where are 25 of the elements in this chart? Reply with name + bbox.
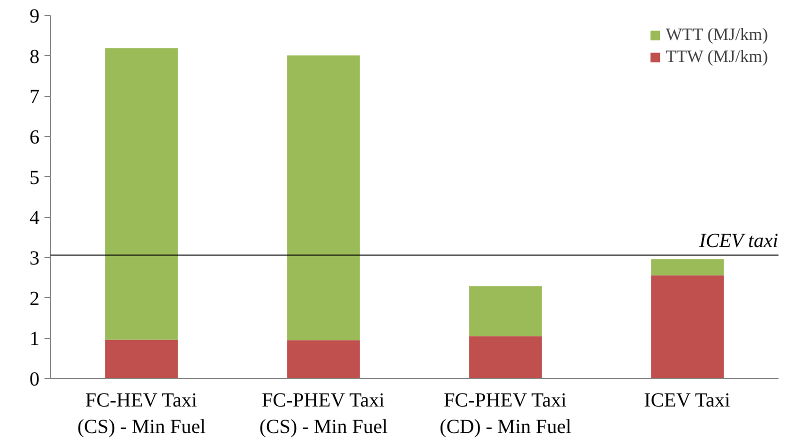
bar (651, 259, 724, 276)
y-tick-label: 7 (30, 86, 40, 108)
y-tick-label: 8 (30, 46, 40, 68)
x-tick-label: FC-HEV Taxi (CS) - Min Fuel (77, 390, 206, 438)
x-tick-label: FC-PHEV Taxi (CD) - Min Fuel (440, 390, 572, 438)
y-tick-label: 9 (30, 6, 40, 28)
y-tick-label: 3 (30, 248, 40, 270)
bar (105, 48, 178, 340)
bar (651, 275, 724, 378)
bar (105, 340, 178, 378)
x-tick-label: FC-PHEV Taxi (CS) - Min Fuel (259, 390, 388, 438)
y-tick-label: 1 (30, 328, 40, 350)
legend-label: TTW (MJ/km) (666, 47, 768, 67)
x-tick-label: ICEV Taxi (644, 390, 731, 412)
y-tick-label: 0 (30, 368, 40, 390)
y-tick-label: 5 (30, 166, 40, 189)
y-tick-label: 2 (30, 288, 40, 310)
y-tick-label: 4 (30, 207, 40, 230)
y-tick-label: 6 (30, 126, 40, 148)
bar (287, 55, 360, 340)
bar (287, 340, 360, 378)
bar (469, 336, 542, 378)
bar (469, 286, 542, 336)
ref-line-label: ICEV taxi (698, 230, 778, 252)
legend-label: WTT (MJ/km) (666, 25, 768, 45)
